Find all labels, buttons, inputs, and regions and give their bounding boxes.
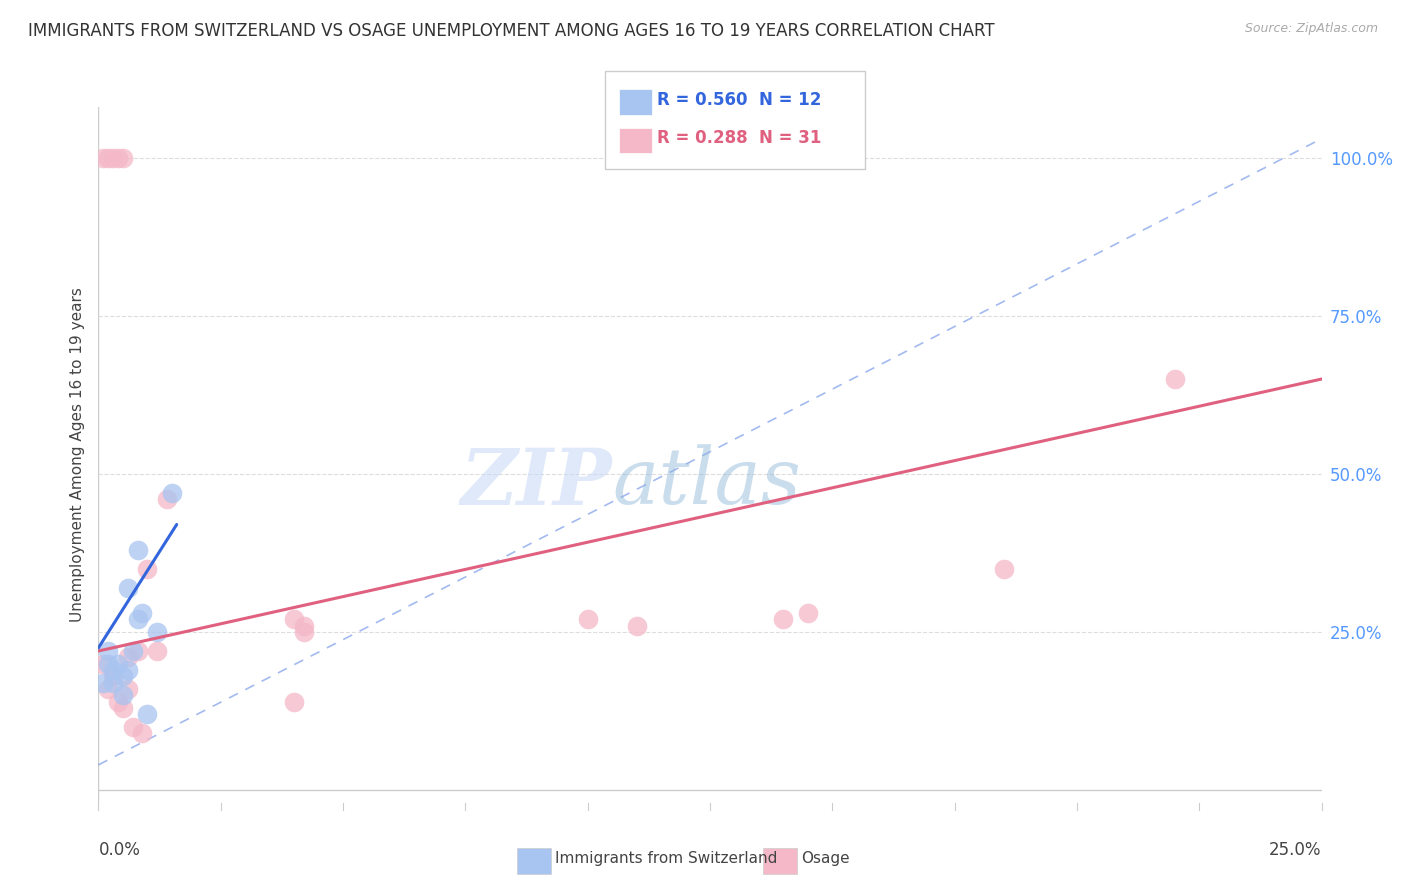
Point [107,657,129,671]
Point [131,726,153,740]
Point [97,644,120,658]
Point [97,681,120,696]
Point [797,606,820,620]
Point [127,542,149,557]
Point [626,618,648,632]
Text: 0.0%: 0.0% [98,841,141,859]
Point [117,650,139,665]
Point [101,663,124,677]
Y-axis label: Unemployment Among Ages 16 to 19 years: Unemployment Among Ages 16 to 19 years [69,287,84,623]
Point [1164,372,1187,386]
Point [292,625,315,640]
Point [111,701,134,715]
Point [117,681,139,696]
Point [160,486,183,500]
Point [111,151,134,165]
Point [91,675,114,690]
Text: N = 12: N = 12 [759,91,821,109]
Text: ZIP: ZIP [461,444,612,521]
Point [91,657,114,671]
Text: Source: ZipAtlas.com: Source: ZipAtlas.com [1244,22,1378,36]
Point [107,151,129,165]
Point [101,669,124,683]
Text: IMMIGRANTS FROM SWITZERLAND VS OSAGE UNEMPLOYMENT AMONG AGES 16 TO 19 YEARS CORR: IMMIGRANTS FROM SWITZERLAND VS OSAGE UNE… [28,22,995,40]
Point [101,151,124,165]
Point [97,657,120,671]
Point [121,720,143,734]
Text: Osage: Osage [801,851,851,865]
Point [117,663,139,677]
Point [111,669,134,683]
Point [101,675,124,690]
Point [283,695,305,709]
Point [146,644,169,658]
Text: R = 0.288: R = 0.288 [657,129,747,147]
Point [576,612,599,626]
Point [136,562,159,576]
Point [117,581,139,595]
Point [993,562,1015,576]
Text: Immigrants from Switzerland: Immigrants from Switzerland [555,851,778,865]
Point [292,618,315,632]
Point [97,151,120,165]
Text: R = 0.560: R = 0.560 [657,91,747,109]
Point [131,606,153,620]
Point [156,492,179,507]
Point [772,612,794,626]
Point [107,695,129,709]
Point [283,612,305,626]
Text: N = 31: N = 31 [759,129,821,147]
Point [111,688,134,702]
Point [121,644,143,658]
Point [91,151,114,165]
Text: atlas: atlas [612,444,801,521]
Point [146,625,169,640]
Point [136,707,159,722]
Point [127,612,149,626]
Text: 25.0%: 25.0% [1270,841,1322,859]
Point [127,644,149,658]
